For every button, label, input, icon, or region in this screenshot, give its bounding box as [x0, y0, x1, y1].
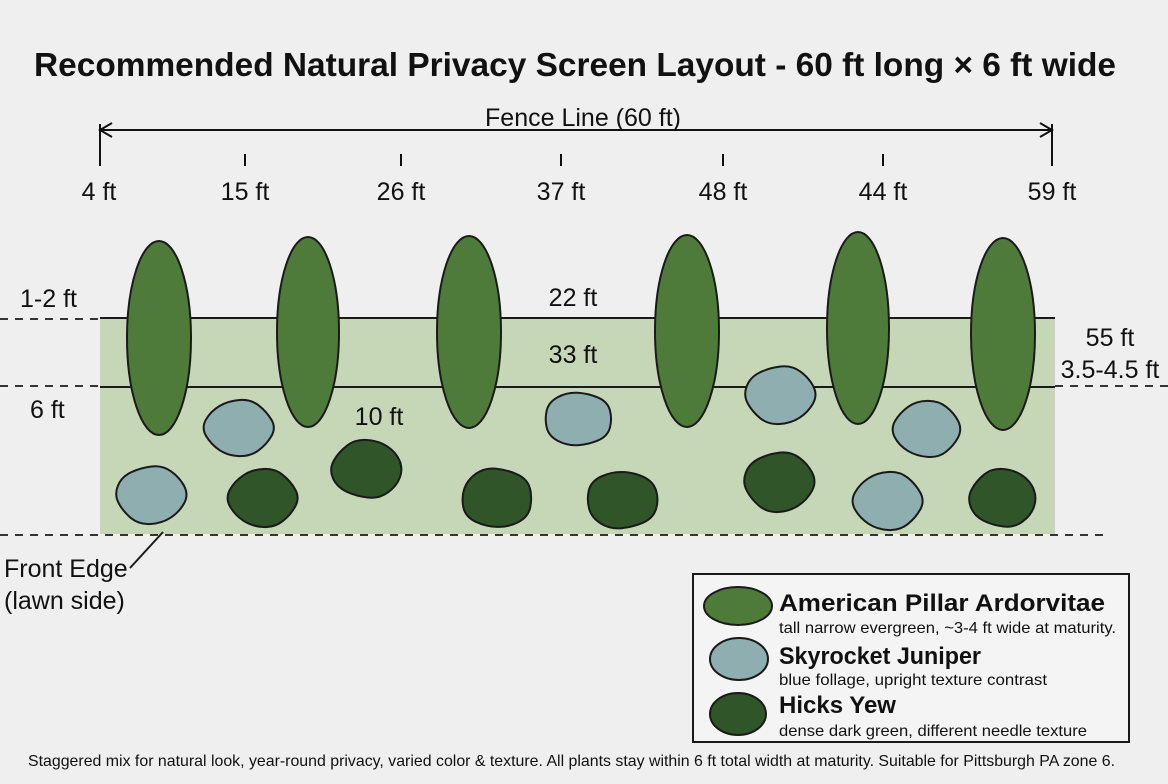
- dim-label-left-top: 1-2 ft: [20, 285, 77, 313]
- legend-swatch-juniper: [709, 637, 769, 681]
- hicks-yew-shrub: [968, 467, 1037, 528]
- front-edge-label-line1: Front Edge: [4, 555, 128, 583]
- juniper-shrub: [851, 470, 924, 532]
- dim-label-center-mid: 33 ft: [549, 341, 598, 369]
- fence-line-label: Fence Line (60 ft): [485, 104, 681, 132]
- arborvitae-plant: [126, 240, 192, 436]
- hicks-yew-shrub: [330, 438, 403, 499]
- legend-name-yew: Hicks Yew: [779, 692, 896, 719]
- legend: American Pillar Ardorvitae tall narrow e…: [692, 573, 1130, 743]
- plants-layer: [115, 231, 1037, 532]
- front-edge-pointer: [129, 531, 164, 569]
- legend-desc-juniper: blue follage, upright texture contrast: [779, 672, 1048, 689]
- legend-name-juniper: Skyrocket Juniper: [779, 643, 981, 670]
- legend-swatch-yew: [709, 692, 767, 736]
- tick-label-7: 59 ft: [1028, 178, 1077, 206]
- tick-label-4: 37 ft: [537, 178, 586, 206]
- hicks-yew-shrub: [586, 470, 659, 530]
- front-edge-label-line2: (lawn side): [4, 587, 125, 615]
- legend-swatch-arborvitae: [703, 586, 773, 626]
- juniper-shrub: [744, 365, 817, 426]
- hicks-yew-shrub: [461, 467, 533, 528]
- page-title: Recommended Natural Privacy Screen Layou…: [34, 46, 1116, 83]
- hicks-yew-shrub: [226, 467, 299, 529]
- juniper-shrub: [202, 398, 275, 458]
- dashed-guides: [0, 318, 1168, 536]
- dim-label-right-mid: 3.5-4.5 ft: [1061, 356, 1160, 384]
- legend-desc-arborvitae: tall narrow evergreen, ~3-4 ft wide at m…: [779, 620, 1116, 637]
- tick-label-1: 4 ft: [82, 178, 117, 206]
- legend-name-arborvitae: American Pillar Ardorvitae: [779, 590, 1105, 617]
- hicks-yew-shrub: [743, 451, 816, 514]
- dim-label-center-top: 22 ft: [549, 284, 598, 312]
- arborvitae-plant: [654, 234, 720, 428]
- arborvitae-plant: [970, 237, 1036, 431]
- juniper-shrub: [544, 391, 613, 447]
- tick-label-3: 26 ft: [377, 178, 426, 206]
- tick-label-2: 15 ft: [221, 178, 270, 206]
- dim-label-left-mid: 6 ft: [30, 396, 65, 424]
- arborvitae-plant: [436, 235, 502, 429]
- footer-note: Staggered mix for natural look, year-rou…: [28, 753, 1115, 770]
- dim-label-right-top: 55 ft: [1086, 324, 1135, 352]
- tick-label-5: 48 ft: [699, 178, 748, 206]
- juniper-shrub: [891, 399, 962, 459]
- tick-label-6: 44 ft: [859, 178, 908, 206]
- arborvitae-plant: [276, 236, 340, 428]
- fence-line-arrow: [98, 122, 1054, 166]
- legend-desc-yew: dense dark green, different needle textu…: [779, 723, 1087, 740]
- arborvitae-plant: [826, 231, 890, 425]
- dim-label-center-low: 10 ft: [355, 403, 404, 431]
- juniper-shrub: [115, 465, 188, 526]
